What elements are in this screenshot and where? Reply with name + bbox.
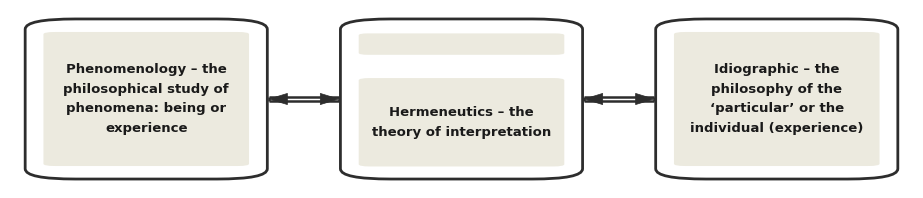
FancyBboxPatch shape xyxy=(43,32,249,166)
FancyBboxPatch shape xyxy=(655,19,898,179)
Text: Phenomenology – the
philosophical study of
phenomena: being or
experience: Phenomenology – the philosophical study … xyxy=(64,63,229,135)
FancyBboxPatch shape xyxy=(25,19,268,179)
Text: Idiographic – the
philosophy of the
‘particular’ or the
individual (experience): Idiographic – the philosophy of the ‘par… xyxy=(690,63,863,135)
FancyBboxPatch shape xyxy=(674,32,880,166)
Polygon shape xyxy=(320,93,339,105)
FancyBboxPatch shape xyxy=(359,33,564,55)
FancyBboxPatch shape xyxy=(359,78,564,167)
Polygon shape xyxy=(270,93,287,105)
FancyBboxPatch shape xyxy=(341,19,582,179)
Polygon shape xyxy=(636,93,653,105)
Polygon shape xyxy=(584,93,603,105)
Text: Hermeneutics – the
theory of interpretation: Hermeneutics – the theory of interpretat… xyxy=(372,106,551,139)
